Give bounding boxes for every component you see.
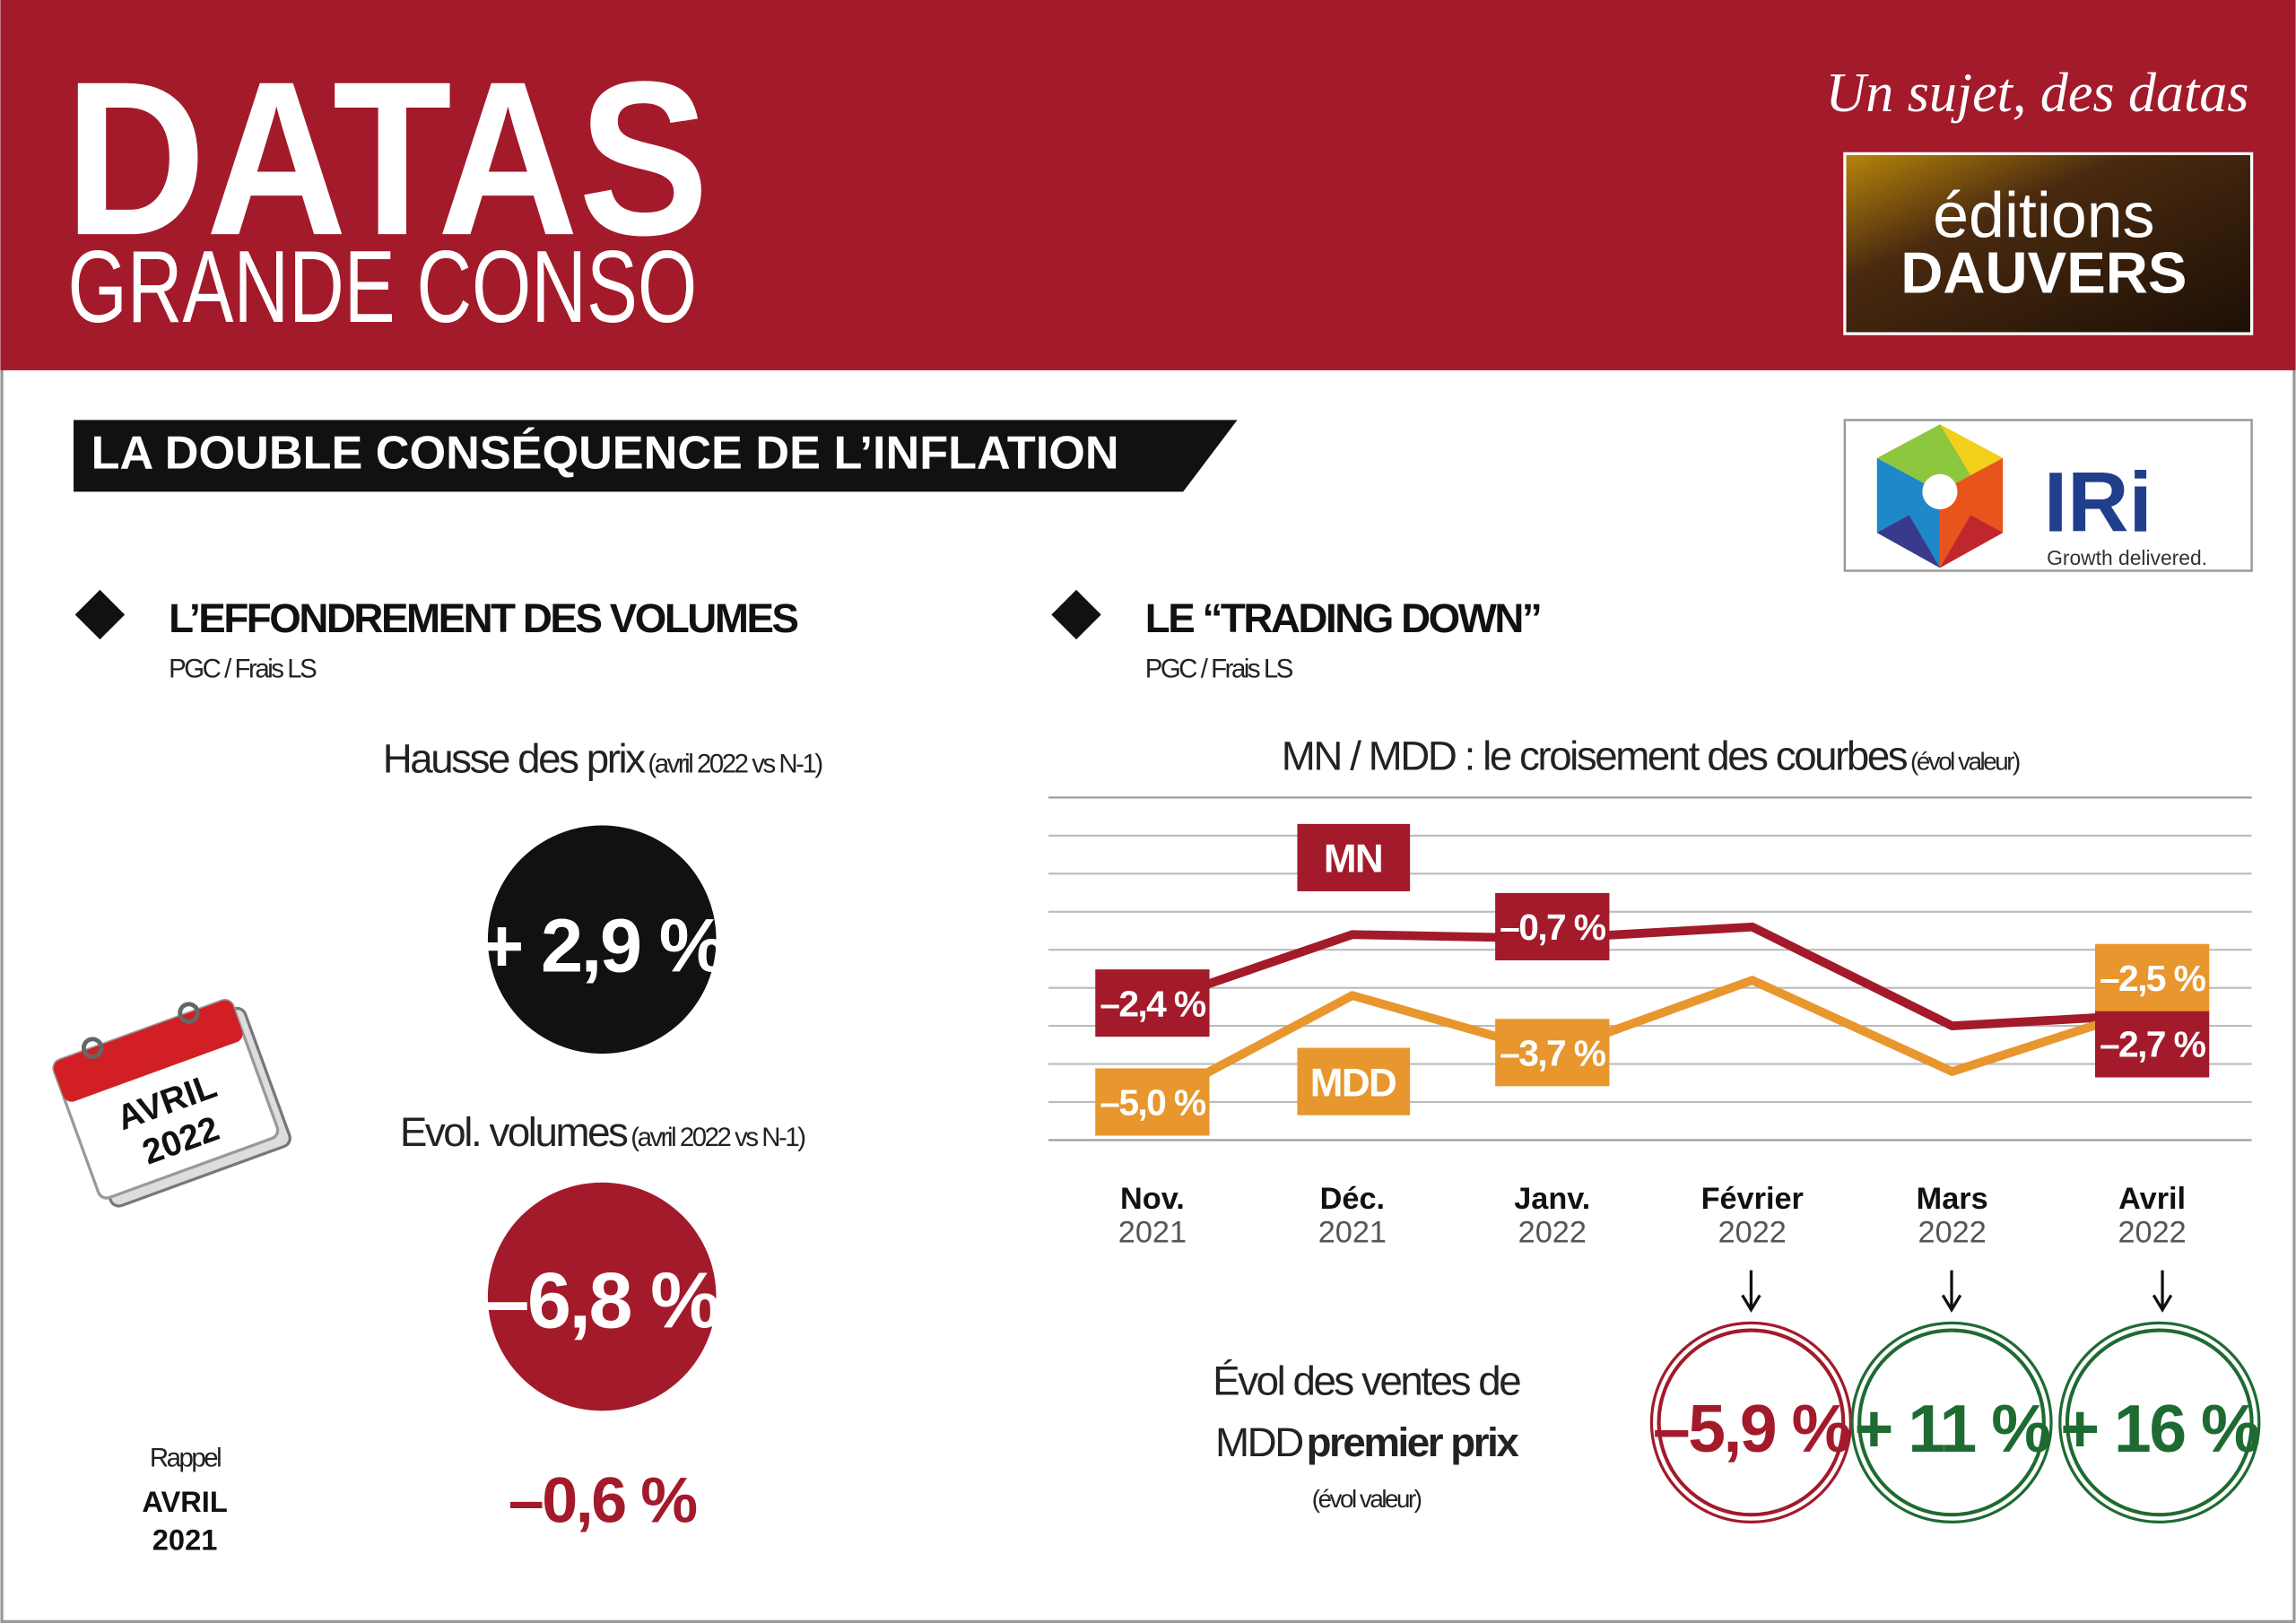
circle-inner xyxy=(1857,1328,2046,1517)
x-tick-year: 2022 xyxy=(2118,1216,2187,1250)
premier-prix-value: + 11 % xyxy=(1855,1391,2050,1466)
x-tick-year: 2021 xyxy=(1118,1216,1187,1250)
calendar: AVRIL 2022 xyxy=(52,998,291,1208)
x-tick-label: Février xyxy=(1701,1182,1804,1216)
x-tick-label: Mars xyxy=(1917,1182,1988,1216)
section-scope: PGC / Frais LS xyxy=(169,655,317,684)
publisher-line: éditions xyxy=(1933,179,2154,251)
value-label-box xyxy=(2094,1010,2210,1078)
value-label-box xyxy=(1495,1019,1610,1087)
bullet xyxy=(1051,589,1101,640)
publisher-box xyxy=(1843,152,2254,335)
value-label-box xyxy=(1495,892,1610,960)
chart-title: MN / MDD : le croisement des courbes (év… xyxy=(1282,733,2020,778)
x-tick-year: 2021 xyxy=(1318,1216,1387,1250)
stat-label: Evol. volumes (avril 2022 vs N-1) xyxy=(400,1109,804,1155)
calendar-top xyxy=(53,1000,243,1102)
tagline: Un sujet, des datas xyxy=(1825,63,2248,124)
stat-label-note: (avril 2022 vs N-1) xyxy=(648,750,822,779)
premier-prix-value: –5,9 % xyxy=(1653,1391,1850,1466)
premier-prix-bold: premier prix xyxy=(1307,1419,1520,1465)
legend-label: MN xyxy=(1324,838,1382,881)
reminder-value: –0,6 % xyxy=(509,1464,696,1536)
stat-label-main: Evol. volumes xyxy=(400,1109,628,1155)
circle-inner xyxy=(1657,1328,1846,1517)
section-scope: PGC / Frais LS xyxy=(1145,655,1293,684)
circle-outer xyxy=(2058,1321,2261,1524)
x-tick-label: Déc. xyxy=(1320,1182,1385,1216)
logo-slogan: Growth delivered. xyxy=(2047,546,2207,569)
stat-label: Hausse des prix (avril 2022 vs N-1) xyxy=(383,736,822,782)
x-tick-year: 2022 xyxy=(1518,1216,1587,1250)
bullet xyxy=(74,589,126,640)
premier-prix-note: (évol valeur) xyxy=(1312,1485,1422,1513)
premier-prix-label: MDD premier prix xyxy=(1215,1419,1519,1465)
x-tick-label: Avril xyxy=(2118,1182,2186,1216)
value-label-box xyxy=(2094,943,2210,1011)
value-label: –0,7 % xyxy=(1500,907,1606,948)
reminder-year: 2021 xyxy=(152,1523,218,1556)
stat-circle xyxy=(487,825,717,1055)
x-tick-year: 2022 xyxy=(1918,1216,1987,1250)
logo-name: IRi xyxy=(2044,455,2152,550)
x-tick-label: Janv. xyxy=(1514,1182,1590,1216)
logo-icon xyxy=(1876,424,2004,568)
line-chart: Nov.2021Déc.2021Janv.2022Février2022Mars… xyxy=(1048,796,2252,1250)
section-heading: LE “TRADING DOWN” xyxy=(1145,595,1541,641)
value-label-box xyxy=(1095,1068,1210,1136)
legend-box xyxy=(1297,1047,1411,1115)
stat-circle xyxy=(487,1182,717,1411)
calendar-ring xyxy=(178,1002,200,1024)
reminder-month: AVRIL xyxy=(142,1485,227,1518)
x-tick-label: Nov. xyxy=(1120,1182,1185,1216)
calendar-ring xyxy=(81,1037,104,1059)
arrows xyxy=(1741,1270,2173,1313)
legend-box xyxy=(1297,823,1411,891)
legend-label: MDD xyxy=(1310,1061,1396,1105)
premier-prix-value: + 16 % xyxy=(2060,1391,2259,1466)
publisher-line: DAUVERS xyxy=(1900,239,2187,305)
circle-inner xyxy=(2065,1328,2254,1517)
x-tick-year: 2022 xyxy=(1718,1216,1787,1250)
value-label: –2,5 % xyxy=(2100,958,2206,999)
value-label: –2,4 % xyxy=(1100,983,1206,1024)
premier-prix-mdd: MDD xyxy=(1215,1419,1302,1465)
header-title: DATAS xyxy=(65,35,709,281)
stat-value: + 2,9 % xyxy=(480,903,726,988)
value-label-box xyxy=(1095,969,1210,1037)
chart-title-note: (évol valeur) xyxy=(1910,747,2020,775)
banner-shape xyxy=(74,420,1238,492)
series-line xyxy=(1151,922,2152,1030)
value-label: –5,0 % xyxy=(1100,1082,1206,1124)
series-line xyxy=(1150,976,2154,1107)
premier-prix-label: Évol des ventes de xyxy=(1213,1358,1520,1403)
chart-title-main: MN / MDD : le croisement des courbes xyxy=(1282,733,1908,778)
circle-outer xyxy=(1850,1321,2053,1524)
banner-text: LA DOUBLE CONSÉQUENCE DE L’INFLATION xyxy=(91,427,1119,479)
section-heading: L’EFFONDREMENT DES VOLUMES xyxy=(169,595,797,641)
premier-prix-circles: –5,9 % + 11 % + 16 % xyxy=(1649,1321,2261,1524)
reminder-label: Rappel xyxy=(150,1443,221,1472)
stat-label-note: (avril 2022 vs N-1) xyxy=(631,1123,804,1152)
stat-label-main: Hausse des prix xyxy=(383,736,646,782)
value-label: –2,7 % xyxy=(2100,1024,2206,1065)
stat-value: –6,8 % xyxy=(485,1255,719,1344)
value-label: –3,7 % xyxy=(1500,1032,1606,1073)
header-subtitle: GRANDE CONSO xyxy=(68,230,698,344)
